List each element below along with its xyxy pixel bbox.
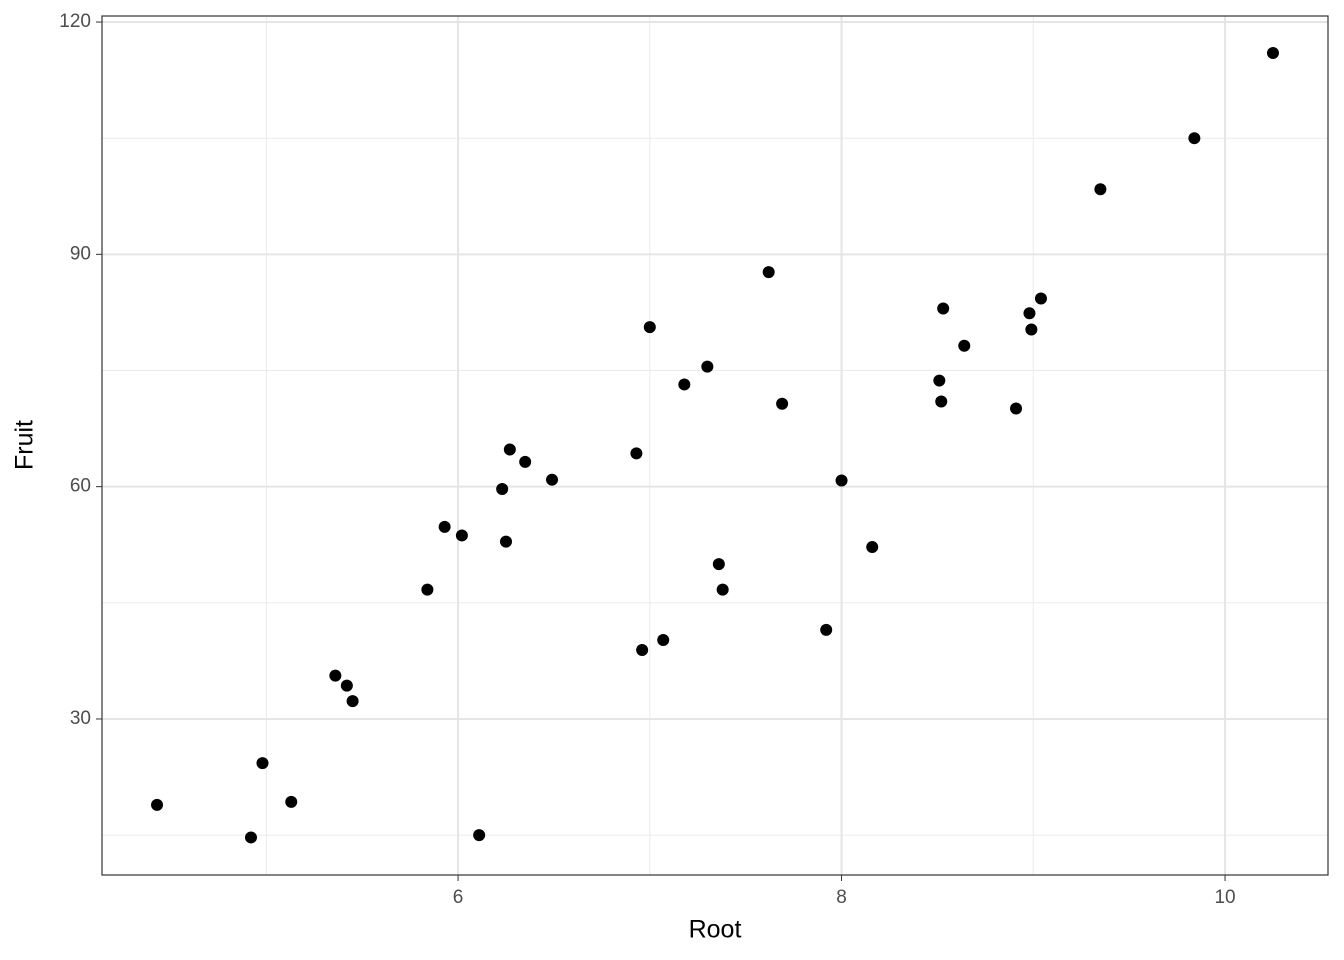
point — [643, 321, 656, 334]
point — [244, 831, 257, 844]
point — [503, 443, 516, 456]
y-axis-title: Fruit — [11, 420, 39, 470]
x-axis-title: Root — [689, 916, 742, 944]
point — [1266, 47, 1279, 60]
point — [835, 474, 848, 487]
point — [678, 378, 691, 391]
point — [500, 535, 513, 548]
point — [340, 679, 353, 692]
point — [1188, 132, 1201, 145]
point — [256, 757, 269, 770]
point — [519, 455, 532, 468]
point — [958, 339, 971, 352]
point — [935, 395, 948, 408]
y-tick-label: 30 — [70, 708, 91, 729]
point — [933, 374, 946, 387]
point — [636, 644, 649, 657]
point — [630, 447, 643, 460]
y-tick-label: 90 — [70, 243, 91, 264]
point — [496, 482, 509, 495]
point — [546, 473, 559, 486]
point — [346, 695, 359, 708]
point — [762, 266, 775, 279]
y-tick-label: 120 — [59, 11, 91, 32]
point — [716, 583, 729, 596]
point — [329, 669, 342, 682]
y-tick-label: 60 — [70, 476, 91, 497]
point — [937, 302, 950, 315]
point — [438, 520, 451, 533]
point — [473, 829, 486, 842]
x-tick-label: 6 — [453, 887, 464, 908]
point — [1010, 402, 1023, 415]
point — [1025, 323, 1038, 336]
point — [820, 623, 833, 636]
point — [1023, 307, 1036, 320]
x-tick-label: 10 — [1214, 887, 1235, 908]
point — [776, 397, 789, 410]
plot-border — [101, 15, 1329, 876]
point — [151, 798, 164, 811]
point — [285, 795, 298, 808]
x-tick-label: 8 — [836, 887, 847, 908]
point — [866, 541, 879, 554]
point — [701, 360, 714, 373]
point — [455, 529, 468, 542]
point — [1094, 183, 1107, 196]
point — [657, 633, 670, 646]
point — [421, 583, 434, 596]
point — [1034, 292, 1047, 305]
point — [712, 558, 725, 571]
